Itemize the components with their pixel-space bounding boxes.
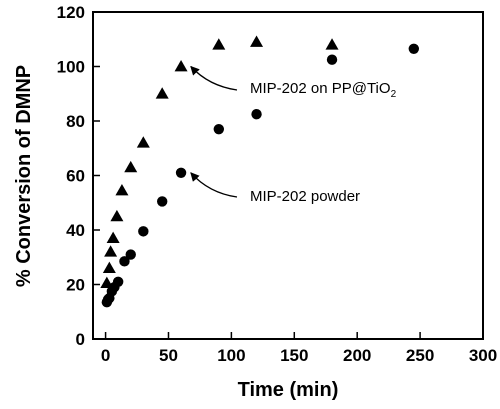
plot-frame [92, 11, 484, 340]
triangle-point [136, 136, 150, 148]
annotation-arrow [190, 172, 238, 198]
circle-point [125, 249, 136, 260]
y-tick-label: 120 [57, 3, 85, 22]
axis-ticks: 0 50 100 150 200 250 300 0 20 40 60 80 100 120 [57, 3, 498, 365]
triangle-point [325, 38, 339, 50]
y-tick-label: 40 [66, 221, 85, 240]
y-tick-label: 60 [66, 167, 85, 186]
y-tick-label: 20 [66, 276, 85, 295]
y-tick-label: 100 [57, 58, 85, 77]
y-tick-label: 80 [66, 112, 85, 131]
triangle-point [110, 209, 124, 222]
circle-point [251, 108, 262, 120]
x-axis-label: Time (min) [238, 379, 339, 401]
triangle-point [115, 183, 129, 196]
annotations: MIP-202 on PP@TiO2 MIP-202 powder [190, 65, 397, 205]
y-axis-label: % Conversion of DMNP [13, 65, 35, 287]
x-tick-label: 50 [159, 346, 178, 365]
annotation-arrow [190, 65, 238, 91]
triangle-point [106, 231, 120, 244]
x-tick-label: 0 [101, 346, 110, 365]
annotation-text: MIP-202 on PP@TiO2 [250, 80, 397, 100]
annotation-main: MIP-202 on PP@TiO [250, 80, 391, 97]
x-tick-label: 300 [469, 346, 497, 365]
annotation-subscript: 2 [391, 89, 397, 100]
triangle-point [155, 87, 169, 99]
triangle-point [212, 38, 226, 50]
x-tick-label: 100 [217, 346, 245, 365]
triangle-point [124, 160, 138, 173]
circle-point [156, 196, 168, 207]
y-tick-label: 0 [76, 330, 85, 349]
annotation-text: MIP-202 powder [250, 188, 360, 205]
circle-point [119, 256, 130, 267]
data-points [100, 35, 420, 308]
x-tick-label: 250 [406, 346, 434, 365]
triangle-point [174, 60, 188, 72]
circle-point [138, 226, 149, 237]
annotation-main: MIP-202 powder [250, 188, 360, 205]
triangle-point [102, 261, 116, 274]
x-tick-label: 200 [343, 346, 371, 365]
circle-point [408, 43, 420, 54]
circle-point [213, 123, 225, 135]
x-tick-label: 150 [280, 346, 308, 365]
circle-point [326, 54, 338, 65]
circle-point [175, 167, 187, 178]
triangle-point [104, 245, 118, 257]
triangle-point [250, 35, 264, 47]
circle-point [112, 276, 124, 287]
